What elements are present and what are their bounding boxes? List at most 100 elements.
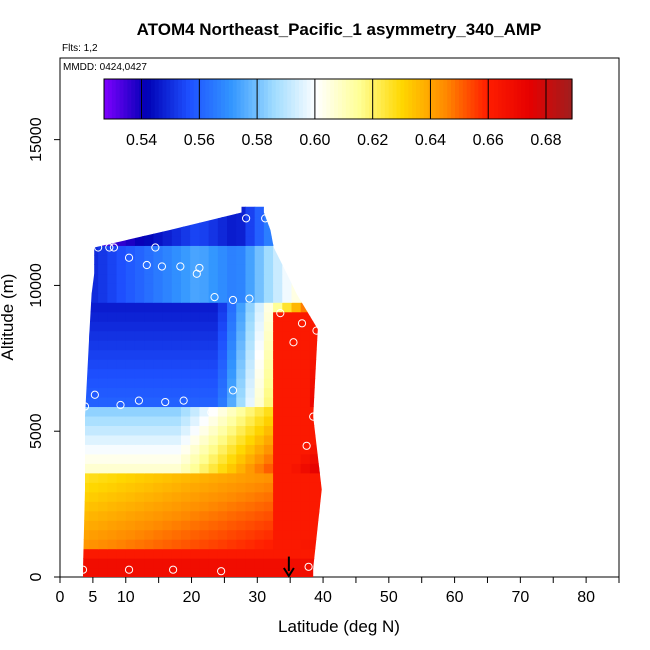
heatmap-cell [300, 207, 311, 218]
colorbar-segment [299, 79, 304, 119]
heatmap-cell [282, 406, 293, 417]
heatmap-cell [107, 510, 118, 521]
heatmap-cell [227, 406, 237, 417]
heatmap-cell [254, 425, 265, 436]
heatmap-cell [83, 444, 90, 455]
heatmap-cell [245, 378, 256, 389]
heatmap-cell [282, 359, 293, 370]
heatmap-cell [309, 216, 320, 227]
heatmap-cell [199, 245, 210, 256]
heatmap-cell [291, 434, 302, 445]
heatmap-cell [181, 292, 191, 303]
colorbar-segment [455, 79, 460, 119]
heatmap-cell [282, 558, 293, 569]
colorbar-tick-label: 0.68 [530, 132, 561, 149]
heatmap-cell [217, 415, 228, 426]
heatmap-cell [309, 359, 320, 370]
heatmap-cell [273, 264, 283, 275]
heatmap-cell [236, 567, 247, 577]
sample-point [302, 441, 311, 450]
colorbar-segment [166, 79, 171, 119]
heatmap-cell [171, 425, 182, 436]
heatmap-cell [282, 453, 293, 464]
heatmap-cell [300, 368, 311, 379]
heatmap-cell [282, 378, 293, 389]
heatmap-cell [328, 454, 338, 464]
x-tick-label: 20 [183, 589, 201, 606]
heatmap-cell [162, 463, 173, 474]
heatmap-cell [254, 501, 265, 512]
heatmap-cell [291, 245, 302, 256]
heatmap-cell [171, 548, 182, 559]
heatmap-cell [208, 273, 219, 284]
heatmap-cell [125, 321, 136, 332]
heatmap-cell [217, 264, 228, 275]
heatmap-cell [328, 283, 338, 293]
heatmap-cell [273, 463, 283, 474]
heatmap-cell [190, 330, 201, 341]
heatmap-cell [171, 359, 182, 370]
heatmap-cell [309, 463, 320, 474]
heatmap-cell [208, 216, 219, 227]
heatmap-cell [291, 235, 302, 246]
heatmap-cell [227, 396, 237, 408]
heatmap-cell [282, 311, 293, 322]
colorbar-segment [443, 79, 448, 119]
dates-label: MMDD: 0424,0427 [63, 62, 147, 73]
heatmap-cell [153, 378, 164, 389]
heatmap-cell [171, 340, 182, 351]
heatmap-cell [254, 539, 265, 550]
heatmap-cell [171, 463, 182, 474]
heatmap-cell [328, 568, 338, 578]
heatmap-cell [107, 378, 118, 389]
heatmap-cell [190, 482, 201, 493]
heatmap-cell [162, 453, 173, 464]
heatmap-cell [88, 558, 99, 569]
x-axis-label: Latitude (deg N) [278, 617, 400, 636]
heatmap-cell [83, 415, 90, 426]
colorbar-segment [466, 79, 472, 119]
colorbar-segment [162, 79, 167, 119]
heatmap-cell [236, 340, 247, 351]
heatmap-cell [273, 378, 283, 389]
heatmap-cell [328, 539, 338, 549]
heatmap-cell [300, 529, 311, 540]
heatmap-cell [282, 415, 293, 426]
colorbar-segment [302, 79, 308, 119]
heatmap-cell [208, 529, 219, 540]
heatmap-cell [319, 482, 322, 493]
heatmap-cell [319, 529, 322, 540]
heatmap-cell [328, 226, 338, 236]
heatmap-cell [98, 501, 108, 512]
heatmap-cell [217, 425, 228, 436]
colorbar-segment [404, 79, 409, 119]
heatmap-cell [208, 396, 219, 408]
heatmap-cell [328, 302, 338, 312]
heatmap-cell [236, 311, 247, 322]
heatmap-cell [300, 235, 311, 246]
heatmap-cell [107, 311, 118, 322]
heatmap-cell [227, 311, 237, 322]
heatmap-cell [263, 510, 274, 521]
heatmap-cell [245, 283, 256, 294]
heatmap-cell [245, 368, 256, 379]
heatmap-cell [236, 245, 247, 256]
heatmap-cell [116, 264, 127, 275]
heatmap-cell [125, 501, 136, 512]
heatmap-cell [162, 472, 173, 483]
heatmap-cell [107, 207, 118, 218]
heatmap-cell [98, 434, 108, 445]
heatmap-cell [107, 254, 118, 265]
heatmap-cell [300, 254, 311, 265]
heatmap-cell [245, 273, 256, 284]
heatmap-cell [116, 283, 127, 294]
heatmap-cell [208, 472, 219, 483]
heatmap-cell [217, 548, 228, 559]
heatmap-cell [273, 206, 283, 209]
heatmap-cell [300, 548, 311, 559]
heatmap-cell [144, 453, 154, 464]
heatmap-cell [107, 520, 118, 531]
heatmap-cell [328, 501, 338, 511]
heatmap-cell [300, 321, 311, 332]
heatmap-cell [245, 453, 256, 464]
